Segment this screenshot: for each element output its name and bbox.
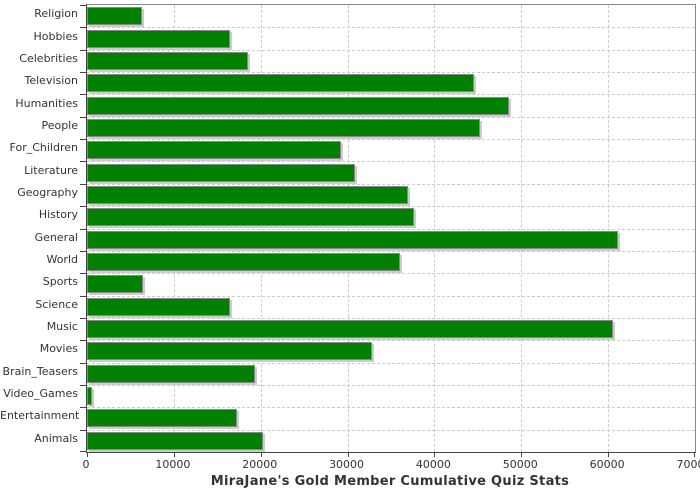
- value-tick-mark: [434, 452, 436, 457]
- bar-history: [87, 208, 414, 227]
- horizontal-gridline: [87, 183, 695, 185]
- category-label: Music: [46, 320, 78, 334]
- category-tick-mark: [80, 451, 87, 452]
- horizontal-gridline: [87, 94, 695, 96]
- bar-entertainment: [87, 409, 238, 428]
- bar-people: [87, 118, 480, 137]
- value-tick-label: 0: [82, 458, 90, 471]
- value-tick-mark: [173, 452, 175, 457]
- value-tick-mark: [694, 452, 695, 457]
- category-label: Sports: [42, 275, 78, 289]
- category-label: World: [46, 253, 78, 267]
- bar-humanities: [87, 96, 510, 115]
- bar-music: [87, 320, 614, 339]
- category-tick-mark: [80, 139, 87, 141]
- bar-religion: [87, 7, 142, 26]
- bar-celebrities: [87, 51, 248, 70]
- value-tick-label: 70000: [676, 458, 700, 471]
- category-tick-mark: [80, 206, 87, 208]
- category-label: Video_Games: [3, 387, 78, 401]
- horizontal-gridline: [87, 362, 695, 364]
- chart-title: MiraJane's Gold Member Cumulative Quiz S…: [210, 474, 570, 489]
- category-tick-mark: [80, 94, 87, 96]
- value-tick-mark: [521, 452, 523, 457]
- horizontal-gridline: [87, 273, 695, 275]
- category-tick-mark: [80, 228, 87, 230]
- horizontal-gridline: [87, 72, 695, 74]
- category-label: Religion: [34, 7, 78, 21]
- category-tick-mark: [80, 183, 87, 185]
- category-tick-mark: [80, 72, 87, 74]
- category-label: Geography: [17, 185, 78, 199]
- category-tick-mark: [80, 340, 87, 342]
- horizontal-gridline: [87, 407, 695, 409]
- category-tick-mark: [80, 407, 87, 409]
- category-tick-mark: [80, 161, 87, 163]
- bar-hobbies: [87, 29, 231, 48]
- value-tick-mark: [347, 452, 349, 457]
- category-label: People: [41, 118, 78, 132]
- category-label: For_Children: [9, 141, 78, 155]
- bar-literature: [87, 163, 355, 182]
- category-tick-mark: [80, 429, 87, 431]
- category-label: Brain_Teasers: [2, 364, 78, 378]
- category-label: Science: [35, 297, 78, 311]
- horizontal-gridline: [87, 340, 695, 342]
- category-label: History: [38, 208, 78, 222]
- bar-for_children: [87, 141, 341, 160]
- horizontal-gridline: [87, 49, 695, 51]
- value-tick-mark: [608, 452, 610, 457]
- category-label: Literature: [24, 163, 78, 177]
- category-label: Hobbies: [33, 29, 78, 43]
- category-tick-mark: [80, 317, 87, 319]
- category-tick-mark: [80, 295, 87, 297]
- horizontal-gridline: [87, 161, 695, 163]
- category-tick-mark: [80, 250, 87, 252]
- value-tick-mark: [260, 452, 262, 457]
- category-label: General: [34, 230, 78, 244]
- value-tick-label: 50000: [502, 458, 538, 471]
- bar-sports: [87, 275, 144, 294]
- category-label: Movies: [39, 342, 78, 356]
- category-tick-mark: [80, 27, 87, 29]
- category-tick-mark: [80, 116, 87, 118]
- category-tick-mark: [80, 5, 87, 6]
- plot-area: [80, 4, 696, 457]
- value-tick-label: 20000: [242, 458, 278, 471]
- horizontal-gridline: [87, 228, 695, 230]
- value-tick-label: 60000: [589, 458, 625, 471]
- category-label: Television: [24, 74, 79, 88]
- bar-brain_teasers: [87, 364, 255, 383]
- horizontal-gridline: [87, 250, 695, 252]
- horizontal-gridline: [87, 116, 695, 118]
- category-label: Entertainment: [0, 409, 80, 423]
- value-tick-label: 30000: [329, 458, 365, 471]
- category-label: Animals: [34, 431, 78, 445]
- category-tick-mark: [80, 362, 87, 364]
- bar-video_games: [87, 387, 93, 406]
- value-tick-label: 10000: [155, 458, 191, 471]
- bar-geography: [87, 185, 408, 204]
- bar-movies: [87, 342, 372, 361]
- horizontal-gridline: [87, 429, 695, 431]
- horizontal-gridline: [87, 295, 695, 297]
- category-tick-mark: [80, 273, 87, 275]
- bar-television: [87, 74, 475, 93]
- horizontal-gridline: [87, 384, 695, 386]
- category-tick-mark: [80, 49, 87, 51]
- value-tick-mark: [87, 452, 88, 457]
- category-tick-mark: [80, 384, 87, 386]
- bar-general: [87, 230, 618, 249]
- bar-animals: [87, 431, 264, 450]
- horizontal-gridline: [87, 206, 695, 208]
- horizontal-gridline: [87, 139, 695, 141]
- horizontal-gridline: [87, 27, 695, 29]
- bar-world: [87, 253, 400, 272]
- horizontal-gridline: [87, 317, 695, 319]
- bar-science: [87, 297, 231, 316]
- category-label: Humanities: [15, 96, 78, 110]
- value-tick-label: 40000: [415, 458, 451, 471]
- category-label: Celebrities: [19, 51, 78, 65]
